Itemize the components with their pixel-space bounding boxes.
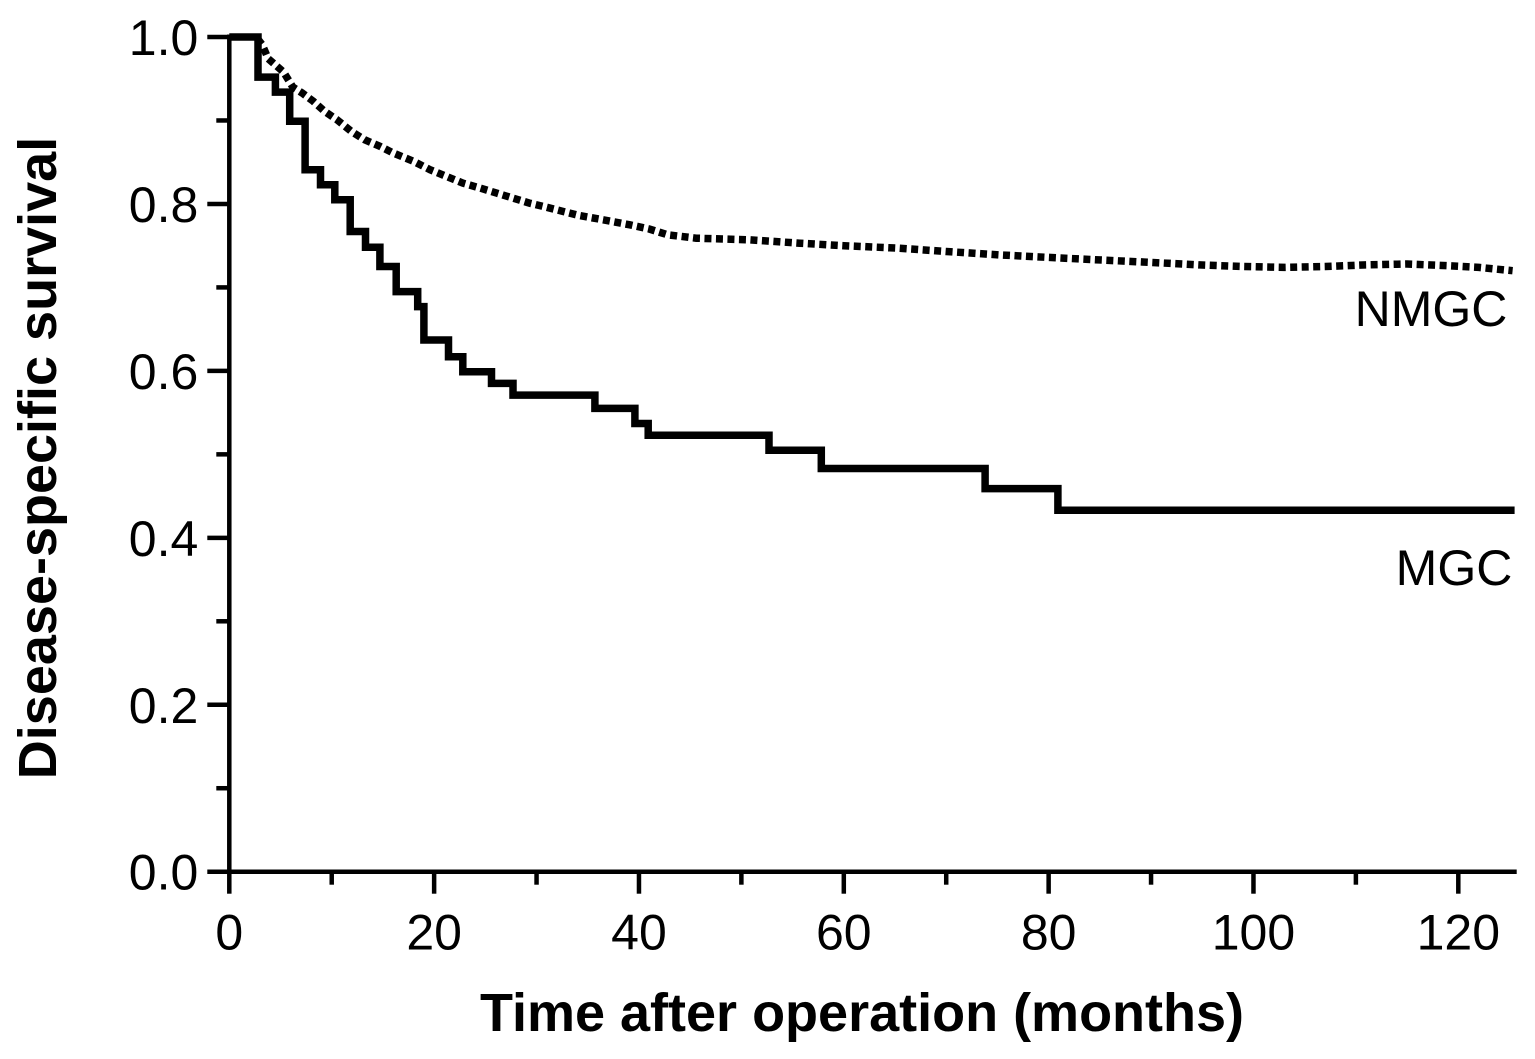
y-tick-label: 0.0 [129, 845, 199, 901]
y-tick-label: 1.0 [129, 10, 199, 66]
nmgc-curve [254, 36, 1513, 275]
y-tick-label: 0.6 [129, 344, 199, 400]
x-tick-label: 40 [611, 905, 667, 961]
y-tick-label: 0.4 [129, 511, 199, 567]
x-tick-label: 100 [1212, 905, 1295, 961]
series-label-nmgc: NMGC [1355, 281, 1508, 337]
y-tick-label: 0.2 [129, 678, 199, 734]
x-tick-label: 0 [215, 905, 243, 961]
mgc-curve [229, 33, 1515, 515]
x-tick-label: 120 [1417, 905, 1500, 961]
x-axis-title: Time after operation (months) [480, 983, 1244, 1043]
y-tick-label: 0.8 [129, 177, 199, 233]
x-tick-label: 80 [1021, 905, 1077, 961]
y-axis-title: Disease-specific survival [8, 137, 68, 779]
x-tick-label: 20 [406, 905, 462, 961]
x-tick-label: 60 [816, 905, 872, 961]
series-label-mgc: MGC [1396, 540, 1513, 596]
